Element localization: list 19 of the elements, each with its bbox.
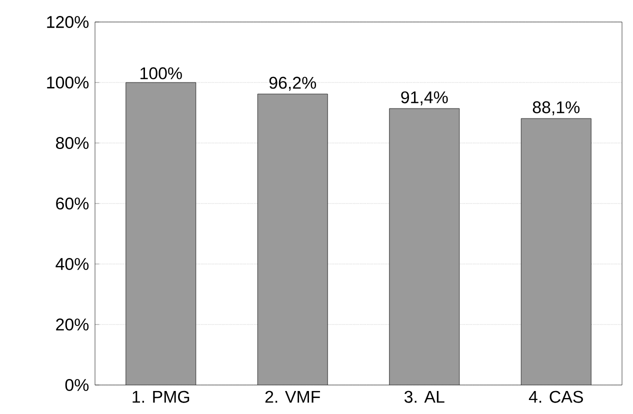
- data-label: 88,1%: [532, 101, 580, 116]
- bar: [257, 94, 328, 385]
- x-tick-label: 2. VMF: [265, 390, 320, 403]
- y-tick-label: 40%: [56, 258, 89, 270]
- data-label: 100%: [140, 67, 182, 80]
- y-tick-label: 0%: [65, 379, 89, 391]
- x-tick-label: 3. AL: [404, 390, 444, 403]
- x-tick-label: 1. PMG: [132, 390, 190, 403]
- bar: [520, 118, 592, 385]
- x-tick-label: 4. CAS: [528, 390, 583, 403]
- data-label: 91,4%: [401, 91, 448, 106]
- bar: [389, 108, 460, 385]
- data-label: 96,2%: [269, 76, 316, 91]
- bar: [126, 82, 196, 385]
- y-tick-label: 120%: [47, 16, 89, 28]
- y-tick-label: 20%: [56, 318, 89, 330]
- y-tick-label: 80%: [56, 137, 89, 149]
- y-tick-label: 60%: [56, 198, 89, 210]
- y-tick-label: 100%: [47, 76, 89, 88]
